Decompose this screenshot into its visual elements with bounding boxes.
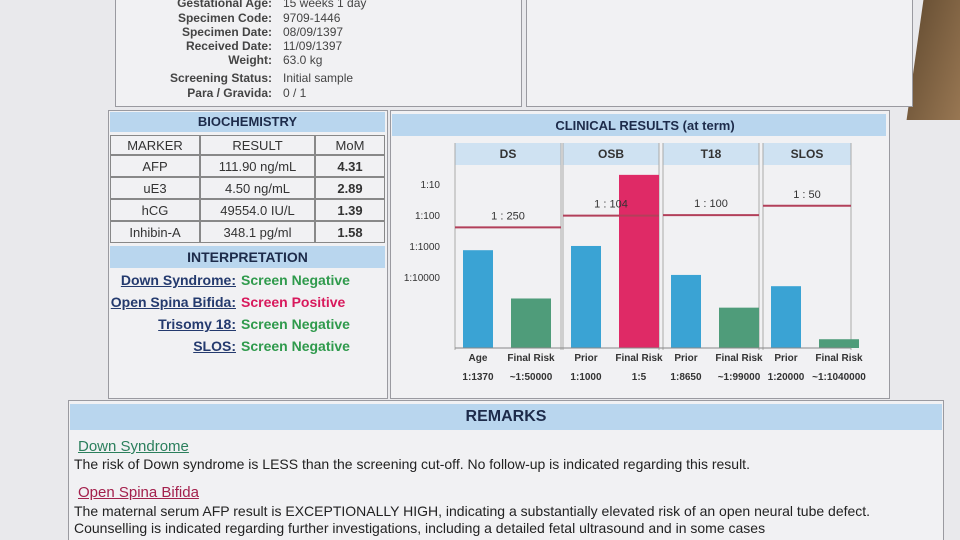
condition: Down Syndrome:: [120, 272, 236, 288]
cutoff-label: 1 : 104: [594, 199, 628, 211]
cutoff-label: 1 : 100: [694, 198, 728, 210]
table-cell: 111.90 ng/mL: [200, 155, 315, 177]
field-label: Para / Gravida:: [187, 86, 272, 100]
bar-value-label: ~1:1040000: [812, 372, 866, 383]
bar-value-label: ~1:50000: [510, 372, 553, 383]
table-header: MoM: [315, 135, 385, 155]
table-cell: 348.1 pg/ml: [200, 221, 315, 243]
bar-value-label: 1:5: [632, 372, 647, 383]
bar-label: Prior: [774, 353, 797, 364]
bar-value-label: 1:1370: [462, 372, 494, 383]
cutoff-label: 1 : 50: [793, 189, 821, 201]
field-label: Specimen Date:: [181, 25, 272, 39]
remark-text: The risk of Down syndrome is LESS than t…: [74, 456, 750, 472]
panel-header: [663, 143, 759, 165]
table-cell: uE3: [110, 177, 200, 199]
table-cell: 49554.0 IU/L: [200, 199, 315, 221]
risk-bar: [719, 307, 759, 348]
field-value: 63.0 kg: [283, 53, 323, 67]
bar-label: Prior: [674, 353, 697, 364]
table-cell: hCG: [110, 199, 200, 221]
risk-bar: [571, 245, 601, 348]
cutoff-label: 1 : 250: [491, 210, 525, 222]
field-label: Specimen Code:: [177, 11, 272, 25]
table-cell: 1.58: [315, 221, 385, 243]
y-tick-label: 1:1000: [409, 242, 440, 253]
table-header: MARKER: [110, 135, 200, 155]
y-tick-label: 1:10000: [404, 273, 441, 284]
bar-value-label: 1:20000: [768, 372, 805, 383]
condition: Open Spina Bifida:: [110, 294, 236, 310]
right-box: [526, 0, 913, 107]
remark-heading: Down Syndrome: [78, 438, 189, 455]
bar-label: Final Risk: [715, 353, 763, 364]
bar-label: Final Risk: [615, 353, 663, 364]
panel-header: [455, 143, 561, 165]
remarks-title: REMARKS: [70, 404, 942, 430]
field-label: Gestational Age:: [177, 0, 272, 10]
chart-title: CLINICAL RESULTS (at term): [555, 118, 734, 133]
remark-heading: Open Spina Bifida: [78, 484, 199, 501]
panel-name: T18: [701, 147, 722, 161]
risk-bar: [671, 274, 701, 348]
bar-value-label: 1:1000: [570, 372, 602, 383]
y-tick-label: 1:10: [421, 180, 441, 191]
risk-bar: [771, 286, 801, 348]
field-value: 0 / 1: [283, 86, 307, 100]
chart-title-bar: [392, 114, 886, 136]
result: Screen Negative: [241, 316, 350, 332]
y-tick-label: 1:100: [415, 211, 440, 222]
result: Screen Negative: [241, 272, 350, 288]
remark-text: The maternal serum AFP result is EXCEPTI…: [74, 503, 871, 536]
bar-label: Age: [469, 353, 488, 364]
bar-value-label: ~1:99000: [718, 372, 761, 383]
table-cell: AFP: [110, 155, 200, 177]
risk-bar: [619, 174, 659, 348]
field-label: Weight:: [228, 53, 272, 67]
panel-header: [763, 143, 851, 165]
risk-bar: [511, 298, 551, 348]
field-value: 11/09/1397: [283, 39, 343, 53]
field-label: Screening Status:: [169, 71, 272, 85]
condition: Trisomy 18:: [158, 316, 236, 332]
panel-header: [563, 143, 659, 165]
result: Screen Positive: [241, 294, 346, 310]
panel-name: DS: [500, 147, 517, 161]
interpretation-title: INTERPRETATION: [110, 246, 385, 268]
condition: SLOS:: [193, 338, 236, 354]
risk-bar: [819, 339, 859, 348]
field-label: Received Date:: [185, 39, 272, 53]
table-cell: Inhibin-A: [110, 221, 200, 243]
bar-label: Final Risk: [507, 353, 555, 364]
patient-box: [115, 0, 522, 107]
table-cell: 4.50 ng/mL: [200, 177, 315, 199]
field-value: 08/09/1397: [283, 25, 344, 39]
table-cell: 4.31: [315, 155, 385, 177]
biochemistry-title: BIOCHEMISTRY: [110, 112, 385, 132]
table-header: RESULT: [200, 135, 315, 155]
field-value: 9709-1446: [283, 11, 341, 25]
bar-label: Prior: [574, 353, 597, 364]
risk-bar: [463, 250, 493, 348]
result: Screen Negative: [241, 338, 350, 354]
panel-name: SLOS: [791, 147, 824, 161]
table-cell: 2.89: [315, 177, 385, 199]
bar-label: Final Risk: [815, 353, 863, 364]
field-value: Initial sample: [283, 71, 354, 85]
table-cell: 1.39: [315, 199, 385, 221]
field-value: 15 weeks 1 day: [283, 0, 367, 10]
bar-value-label: 1:8650: [670, 372, 702, 383]
panel-name: OSB: [598, 147, 624, 161]
